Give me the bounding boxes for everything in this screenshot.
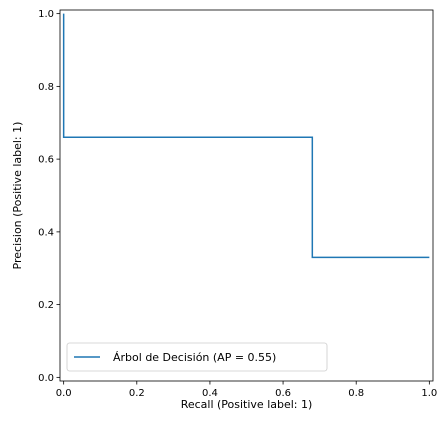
x-tick-label: 0.4: [202, 388, 218, 399]
legend-box: [66, 342, 328, 372]
y-tick-label: 0.6: [38, 155, 54, 166]
x-tick-label: 0.8: [348, 388, 364, 399]
series-line-0: [62, 13, 430, 259]
y-axis-title: Precision (Positive label: 1): [11, 122, 24, 270]
x-tick-label: 0.2: [129, 388, 145, 399]
x-tick-label: 0.0: [56, 388, 72, 399]
x-tick-label: 1.0: [421, 388, 437, 399]
x-axis: 0.0 0.2 0.4 0.6 0.8 1.0: [56, 381, 437, 399]
legend-label-0: Árbol de Decisión (AP = 0.55): [113, 351, 276, 364]
plot-area: [59, 9, 434, 382]
y-tick-label: 0.4: [38, 227, 54, 238]
y-tick-label: 0.0: [38, 373, 54, 384]
x-axis-title: Recall (Positive label: 1): [181, 398, 313, 411]
legend: Árbol de Decisión (AP = 0.55): [66, 342, 328, 372]
y-tick-label: 0.8: [38, 82, 54, 93]
y-tick-label: 1.0: [38, 9, 54, 20]
y-axis: 0.0 0.2 0.4 0.6 0.8 1.0: [38, 9, 60, 384]
x-tick-label: 0.6: [275, 388, 291, 399]
y-tick-label: 0.2: [38, 300, 54, 311]
plot-frame: [59, 9, 434, 382]
